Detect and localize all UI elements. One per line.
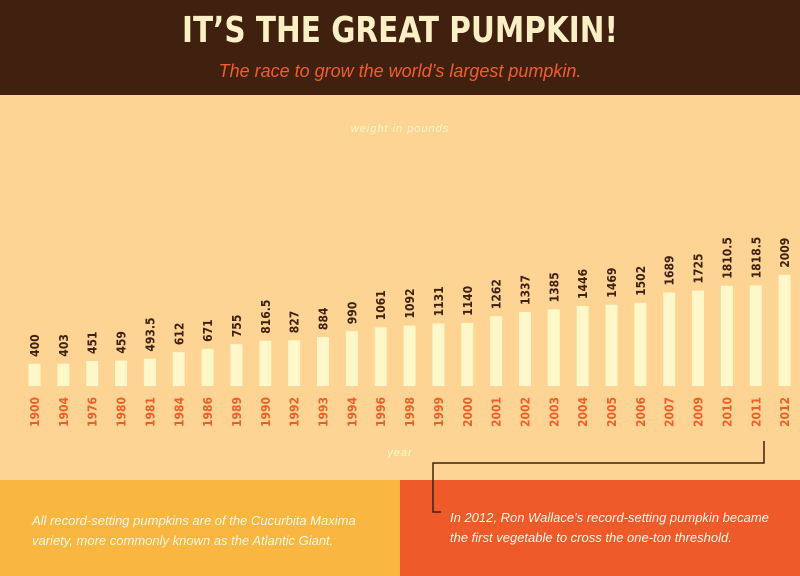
bar-1998 (403, 325, 416, 386)
year-label-1984: 1984 (172, 397, 186, 428)
value-label-1999: 1131 (432, 286, 446, 316)
value-label-1998: 1092 (403, 289, 417, 319)
value-label-1994: 990 (345, 302, 359, 325)
value-label-1900: 400 (28, 334, 42, 357)
value-label-1993: 884 (317, 307, 331, 330)
bar-1990 (259, 340, 272, 386)
bar-2009 (692, 290, 705, 386)
bar-2005 (605, 304, 618, 386)
year-label-1996: 1996 (374, 397, 388, 427)
bar-1980 (115, 360, 128, 386)
value-label-2002: 1337 (518, 275, 532, 305)
value-label-1984: 612 (172, 323, 186, 346)
value-label-1976: 451 (86, 331, 100, 354)
bar-1999 (432, 323, 445, 386)
year-label-1986: 1986 (201, 397, 215, 427)
bar-1994 (345, 331, 358, 386)
year-label-1990: 1990 (259, 397, 273, 427)
bar-1992 (288, 340, 301, 386)
year-label-2002: 2002 (518, 397, 532, 427)
page-subtitle: The race to grow the world’s largest pum… (218, 61, 582, 81)
year-label-2001: 2001 (490, 397, 504, 427)
footer-left-panel (0, 480, 400, 576)
y-axis-title: weight in pounds (351, 123, 450, 135)
bar-1986 (201, 348, 214, 386)
value-label-1986: 671 (201, 319, 215, 342)
year-label-1993: 1993 (317, 397, 331, 427)
bar-2011 (749, 285, 762, 386)
value-label-2000: 1140 (461, 286, 475, 316)
value-label-2001: 1262 (490, 279, 504, 309)
header-banner: IT’S THE GREAT PUMPKIN! The race to grow… (0, 0, 800, 95)
variety-note: All record-setting pumpkins are of the C… (32, 513, 356, 548)
value-label-2009: 1725 (692, 253, 706, 283)
value-label-2010: 1810.5 (720, 237, 734, 279)
value-label-1981: 493.5 (143, 318, 157, 352)
bar-1981 (143, 358, 156, 386)
year-label-2005: 2005 (605, 397, 619, 427)
bar-2012 (778, 274, 791, 386)
bar-2003 (547, 309, 560, 386)
year-label-1900: 1900 (28, 397, 42, 427)
value-label-2005: 1469 (605, 268, 619, 298)
one-ton-note: In 2012, Ron Wallace’s record-setting pu… (450, 510, 769, 545)
value-label-1904: 403 (57, 334, 71, 357)
value-label-1980: 459 (115, 331, 129, 354)
year-label-2009: 2009 (692, 397, 706, 427)
year-label-1994: 1994 (345, 397, 359, 428)
year-label-1999: 1999 (432, 397, 446, 427)
year-label-1981: 1981 (143, 397, 157, 427)
value-label-2006: 1502 (634, 266, 648, 296)
bar-1976 (86, 361, 99, 386)
bar-1993 (317, 337, 329, 386)
value-label-1996: 1061 (374, 290, 388, 320)
pumpkin-weight-chart: weight in pounds year 400 1900 403 1904 451 197… (0, 95, 800, 480)
year-label-2000: 2000 (461, 397, 475, 427)
value-label-1989: 755 (230, 315, 244, 338)
year-label-2006: 2006 (634, 397, 648, 427)
bar-chart-svg: weight in pounds year 400 1900 403 1904 451 197… (28, 123, 792, 459)
bar-2010 (720, 285, 733, 386)
year-label-1998: 1998 (403, 397, 417, 427)
bar-2000 (461, 322, 474, 386)
year-label-2004: 2004 (576, 397, 590, 428)
bar-2002 (518, 311, 531, 386)
year-label-2012: 2012 (778, 397, 792, 427)
value-label-2004: 1446 (576, 269, 590, 299)
bar-1904 (57, 363, 70, 386)
bar-1984 (172, 352, 185, 386)
year-label-1904: 1904 (57, 397, 71, 428)
bar-2007 (663, 292, 676, 386)
year-label-2010: 2010 (720, 397, 734, 427)
bar-1996 (374, 327, 387, 386)
year-label-2011: 2011 (749, 397, 763, 427)
bar-1989 (230, 344, 243, 386)
year-label-2003: 2003 (547, 397, 561, 427)
year-label-2007: 2007 (663, 397, 677, 427)
bar-1900 (28, 363, 41, 386)
x-axis-title: year (386, 447, 413, 459)
value-label-2007: 1689 (663, 255, 677, 285)
page-title: IT’S THE GREAT PUMPKIN! (182, 10, 618, 51)
value-label-2012: 2009 (778, 238, 792, 268)
year-label-1976: 1976 (86, 397, 100, 427)
value-label-1992: 827 (288, 311, 302, 334)
bar-2001 (490, 316, 503, 386)
bar-2006 (634, 302, 647, 386)
value-label-1990: 816.5 (259, 300, 273, 334)
year-label-1989: 1989 (230, 397, 244, 427)
year-label-1980: 1980 (115, 397, 129, 427)
value-label-2011: 1818.5 (749, 237, 763, 279)
year-label-1992: 1992 (288, 397, 302, 427)
value-label-2003: 1385 (547, 272, 561, 302)
bar-2004 (576, 305, 589, 386)
